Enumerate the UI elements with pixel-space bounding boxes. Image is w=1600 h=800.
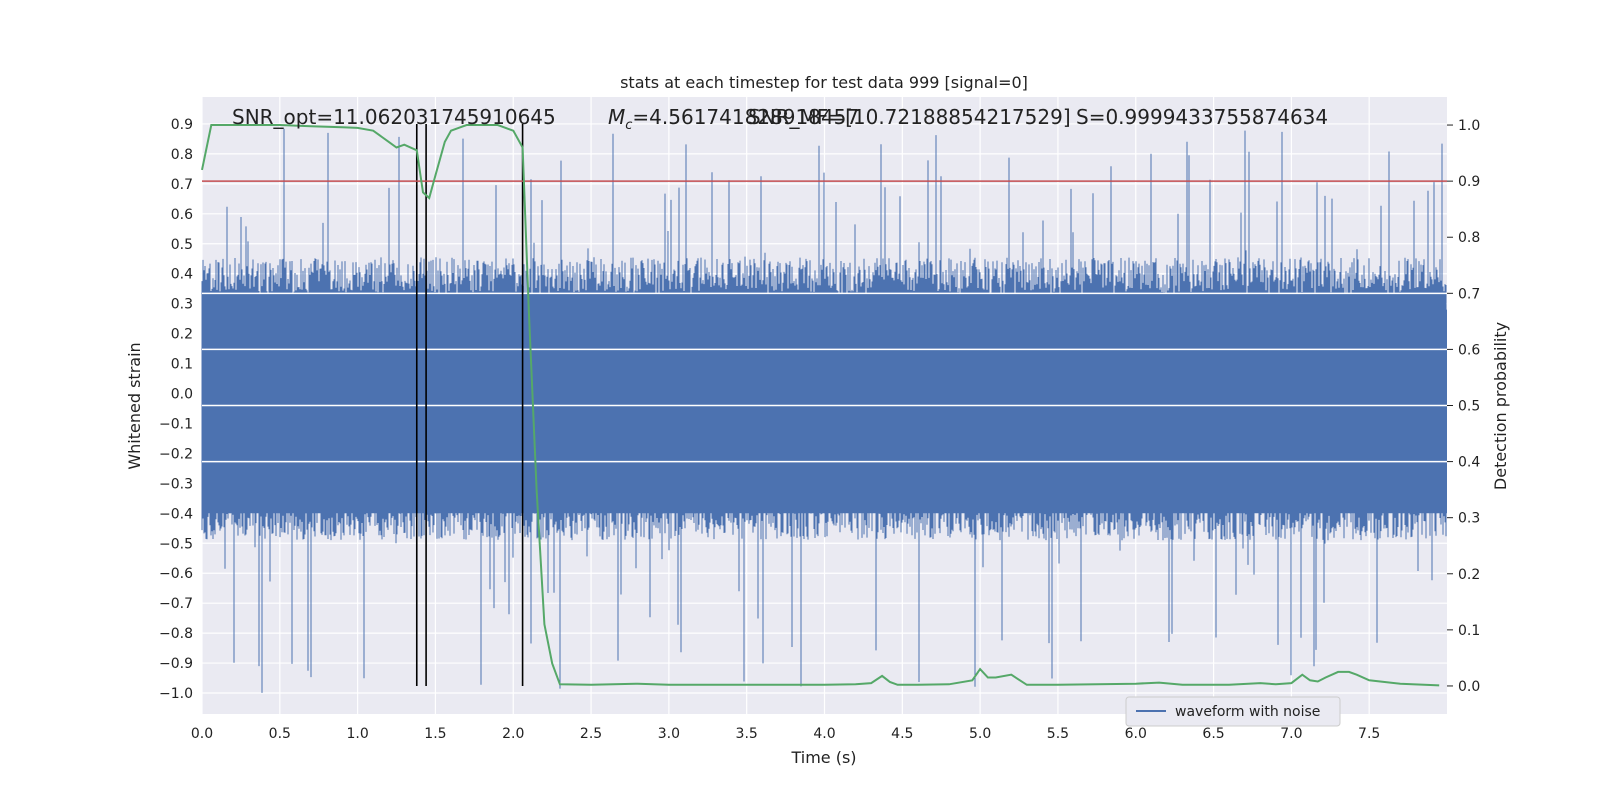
y-tick-label: 0.2 xyxy=(171,327,193,343)
y-tick-label: 0.3 xyxy=(171,297,193,313)
x-tick-label: 0.0 xyxy=(191,726,213,742)
y-tick-label: 0.6 xyxy=(171,207,193,223)
y2-tick-label: 0.0 xyxy=(1458,679,1480,695)
y2-tick-label: 0.6 xyxy=(1458,342,1480,358)
y-tick-label: −0.2 xyxy=(159,446,193,462)
x-tick-label: 6.5 xyxy=(1202,726,1224,742)
y-tick-label: −0.8 xyxy=(159,626,193,642)
x-tick-label: 7.0 xyxy=(1280,726,1302,742)
y2-tick-label: 0.5 xyxy=(1458,399,1480,415)
y2-tick-label: 0.1 xyxy=(1458,623,1480,639)
x-tick-label: 4.0 xyxy=(813,726,835,742)
x-tick-label: 7.5 xyxy=(1358,726,1380,742)
y2-tick-label: 0.3 xyxy=(1458,511,1480,527)
y2-tick-label: 0.7 xyxy=(1458,286,1480,302)
horizontal-reference-lines xyxy=(202,292,1447,463)
x-tick-label: 5.5 xyxy=(1047,726,1069,742)
y-tick-label: −0.5 xyxy=(159,536,193,552)
y-tick-label: 0.4 xyxy=(171,267,193,283)
y-tick-label: 0.7 xyxy=(171,177,193,193)
y2-tick-label: 0.4 xyxy=(1458,455,1480,471)
y2-tick-label: 0.8 xyxy=(1458,230,1480,246)
y-tick-label: −0.6 xyxy=(159,566,193,582)
x-tick-label: 4.5 xyxy=(891,726,913,742)
y-tick-label: −1.0 xyxy=(159,686,193,702)
y2-axis-label: Detection probability xyxy=(1491,322,1510,490)
chart-title: stats at each timestep for test data 999… xyxy=(620,73,1028,92)
vertical-marker-lines xyxy=(415,124,524,686)
y-tick-label: 0.8 xyxy=(171,147,193,163)
y-tick-label: 0.1 xyxy=(171,357,193,373)
annotation-snr-mf: SNR_MF=[10.72188854217529] xyxy=(748,105,1071,129)
x-tick-label: 5.0 xyxy=(969,726,991,742)
y-tick-label: 0.9 xyxy=(171,117,193,133)
legend-label-waveform: waveform with noise xyxy=(1175,704,1320,720)
y-tick-label: −0.9 xyxy=(159,656,193,672)
probability-line xyxy=(201,124,1440,687)
annotation-chirp-mass: Mc=4.561741828918457 xyxy=(608,105,859,133)
y-tick-label: 0.0 xyxy=(171,387,193,403)
x-tick-label: 1.5 xyxy=(424,726,446,742)
x-tick-label: 1.0 xyxy=(346,726,368,742)
x-tick-labels: 0.0 0.5 1.0 1.5 2.0 2.5 3.0 3.5 4.0 4.5 5.0 5.5 6.0 6… xyxy=(191,726,1380,742)
y-tick-label: −0.4 xyxy=(159,506,193,522)
x-tick-label: 6.0 xyxy=(1125,726,1147,742)
x-tick-label: 2.5 xyxy=(580,726,602,742)
x-tick-label: 3.0 xyxy=(658,726,680,742)
y2-tick-label: 0.9 xyxy=(1458,174,1480,190)
annotation-snr-opt: SNR_opt=11.062031745910645 xyxy=(232,105,556,129)
legend: waveform with noise xyxy=(1125,696,1341,727)
y-tick-label: −0.7 xyxy=(159,596,193,612)
x-tick-label: 3.5 xyxy=(736,726,758,742)
legend-box xyxy=(1125,696,1341,727)
annotation-score: S=0.9999433755874634 xyxy=(1076,105,1328,129)
x-tick-label: 0.5 xyxy=(269,726,291,742)
x-axis-label: Time (s) xyxy=(790,748,856,767)
y-tick-label: −0.1 xyxy=(159,416,193,432)
y2-tick-labels: 1.0 0.9 0.8 0.7 0.6 0.5 0.4 0.3 0.2 0.1 0.0 xyxy=(1447,118,1480,695)
y-axis-label: Whitened strain xyxy=(125,342,144,469)
y2-tick-label: 1.0 xyxy=(1458,118,1480,134)
y2-tick-label: 0.2 xyxy=(1458,567,1480,583)
y-tick-labels: 0.9 0.8 0.7 0.6 0.5 0.4 0.3 0.2 0.1 0.0 −0.1 −0.2 −0… xyxy=(159,117,193,702)
waveform-with-noise-series xyxy=(201,128,1447,693)
y-tick-label: −0.3 xyxy=(159,476,193,492)
y-tick-label: 0.5 xyxy=(171,237,193,253)
detection-probability-series xyxy=(201,124,1440,687)
x-tick-label: 2.0 xyxy=(502,726,524,742)
